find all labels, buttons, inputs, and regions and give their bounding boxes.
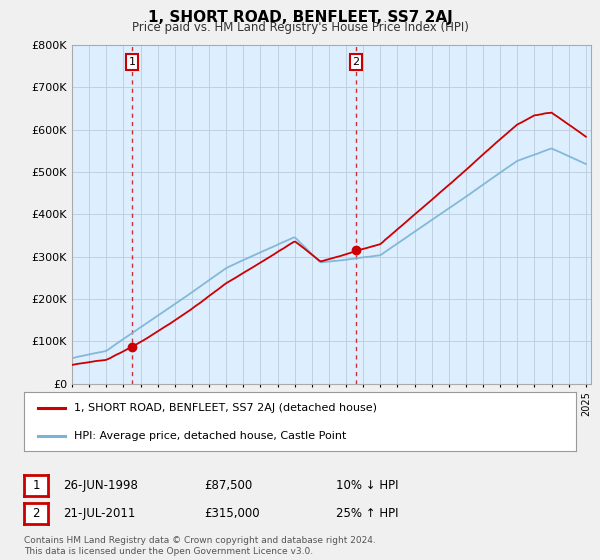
Text: 1: 1 <box>128 57 136 67</box>
Text: 21-JUL-2011: 21-JUL-2011 <box>63 507 136 520</box>
Text: 1, SHORT ROAD, BENFLEET, SS7 2AJ: 1, SHORT ROAD, BENFLEET, SS7 2AJ <box>148 10 452 25</box>
Text: 2: 2 <box>352 57 359 67</box>
Text: Price paid vs. HM Land Registry's House Price Index (HPI): Price paid vs. HM Land Registry's House … <box>131 21 469 34</box>
Text: 2: 2 <box>32 507 40 520</box>
Text: 1: 1 <box>32 479 40 492</box>
Text: 25% ↑ HPI: 25% ↑ HPI <box>336 507 398 520</box>
Text: £87,500: £87,500 <box>204 479 252 492</box>
Text: 26-JUN-1998: 26-JUN-1998 <box>63 479 138 492</box>
Text: 1, SHORT ROAD, BENFLEET, SS7 2AJ (detached house): 1, SHORT ROAD, BENFLEET, SS7 2AJ (detach… <box>74 403 377 413</box>
Text: £315,000: £315,000 <box>204 507 260 520</box>
Text: HPI: Average price, detached house, Castle Point: HPI: Average price, detached house, Cast… <box>74 431 346 441</box>
Text: 10% ↓ HPI: 10% ↓ HPI <box>336 479 398 492</box>
Text: Contains HM Land Registry data © Crown copyright and database right 2024.
This d: Contains HM Land Registry data © Crown c… <box>24 536 376 556</box>
